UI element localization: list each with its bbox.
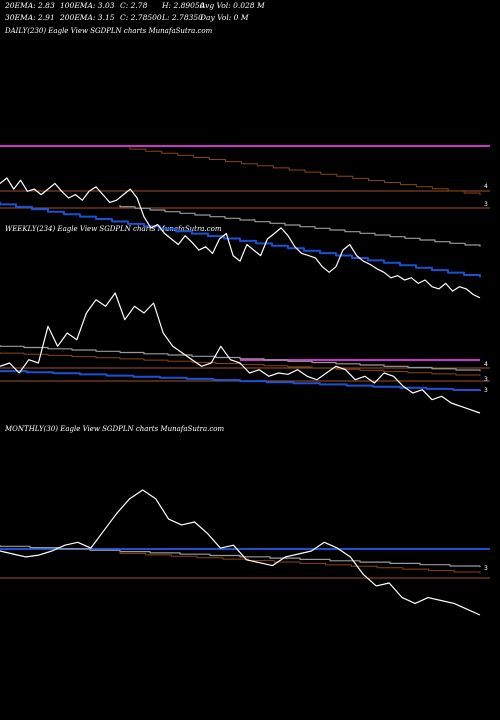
daily-ema100-line <box>119 205 481 247</box>
weekly-y-tick-0: 4 <box>484 361 488 368</box>
daily-price-line <box>0 177 481 299</box>
daily-ema-fast-line <box>0 202 481 278</box>
monthly-panel-title: MONTHLY(30) Eagle View SGDPLN charts Mun… <box>5 425 225 433</box>
monthly-y-tick-0: 3 <box>484 565 488 572</box>
daily-y-tick-0: 4 <box>484 183 488 190</box>
monthly-ema200-line <box>119 552 481 574</box>
weekly-price-line <box>0 292 481 414</box>
header-close-2: C: 2.78500 <box>120 13 162 22</box>
daily-y-tick-1: 3 <box>484 201 488 208</box>
weekly-panel-title: WEEKLY(234) Eagle View SGDPLN charts Mun… <box>5 225 222 233</box>
header-avg-vol: Avg Vol: 0.028 M <box>200 1 265 10</box>
header-high: H: 2.89050 <box>162 1 205 10</box>
header-ema100: 100EMA: 3.03 <box>60 1 115 10</box>
weekly-y-tick-1: 3 <box>484 376 488 383</box>
header-day-vol: Day Vol: 0 M <box>200 13 249 22</box>
header-ema200: 200EMA: 3.15 <box>60 13 115 22</box>
weekly-y-tick-2: 3 <box>484 387 488 394</box>
header-low: L: 2.78350 <box>162 13 203 22</box>
monthly-price-line <box>0 489 481 616</box>
header-ema30: 30EMA: 2.91 <box>5 13 55 22</box>
weekly-ema200-line <box>0 345 481 372</box>
daily-ema200-line <box>129 147 481 196</box>
weekly-ema-fast-line <box>0 370 481 392</box>
header-ema20: 20EMA: 2.83 <box>5 1 55 10</box>
daily-panel-title: DAILY(230) Eagle View SGDPLN charts Muna… <box>5 27 213 35</box>
weekly-ema100-line <box>0 352 481 377</box>
monthly-ema100-line <box>0 545 481 568</box>
header-close: C: 2.78 <box>120 1 148 10</box>
